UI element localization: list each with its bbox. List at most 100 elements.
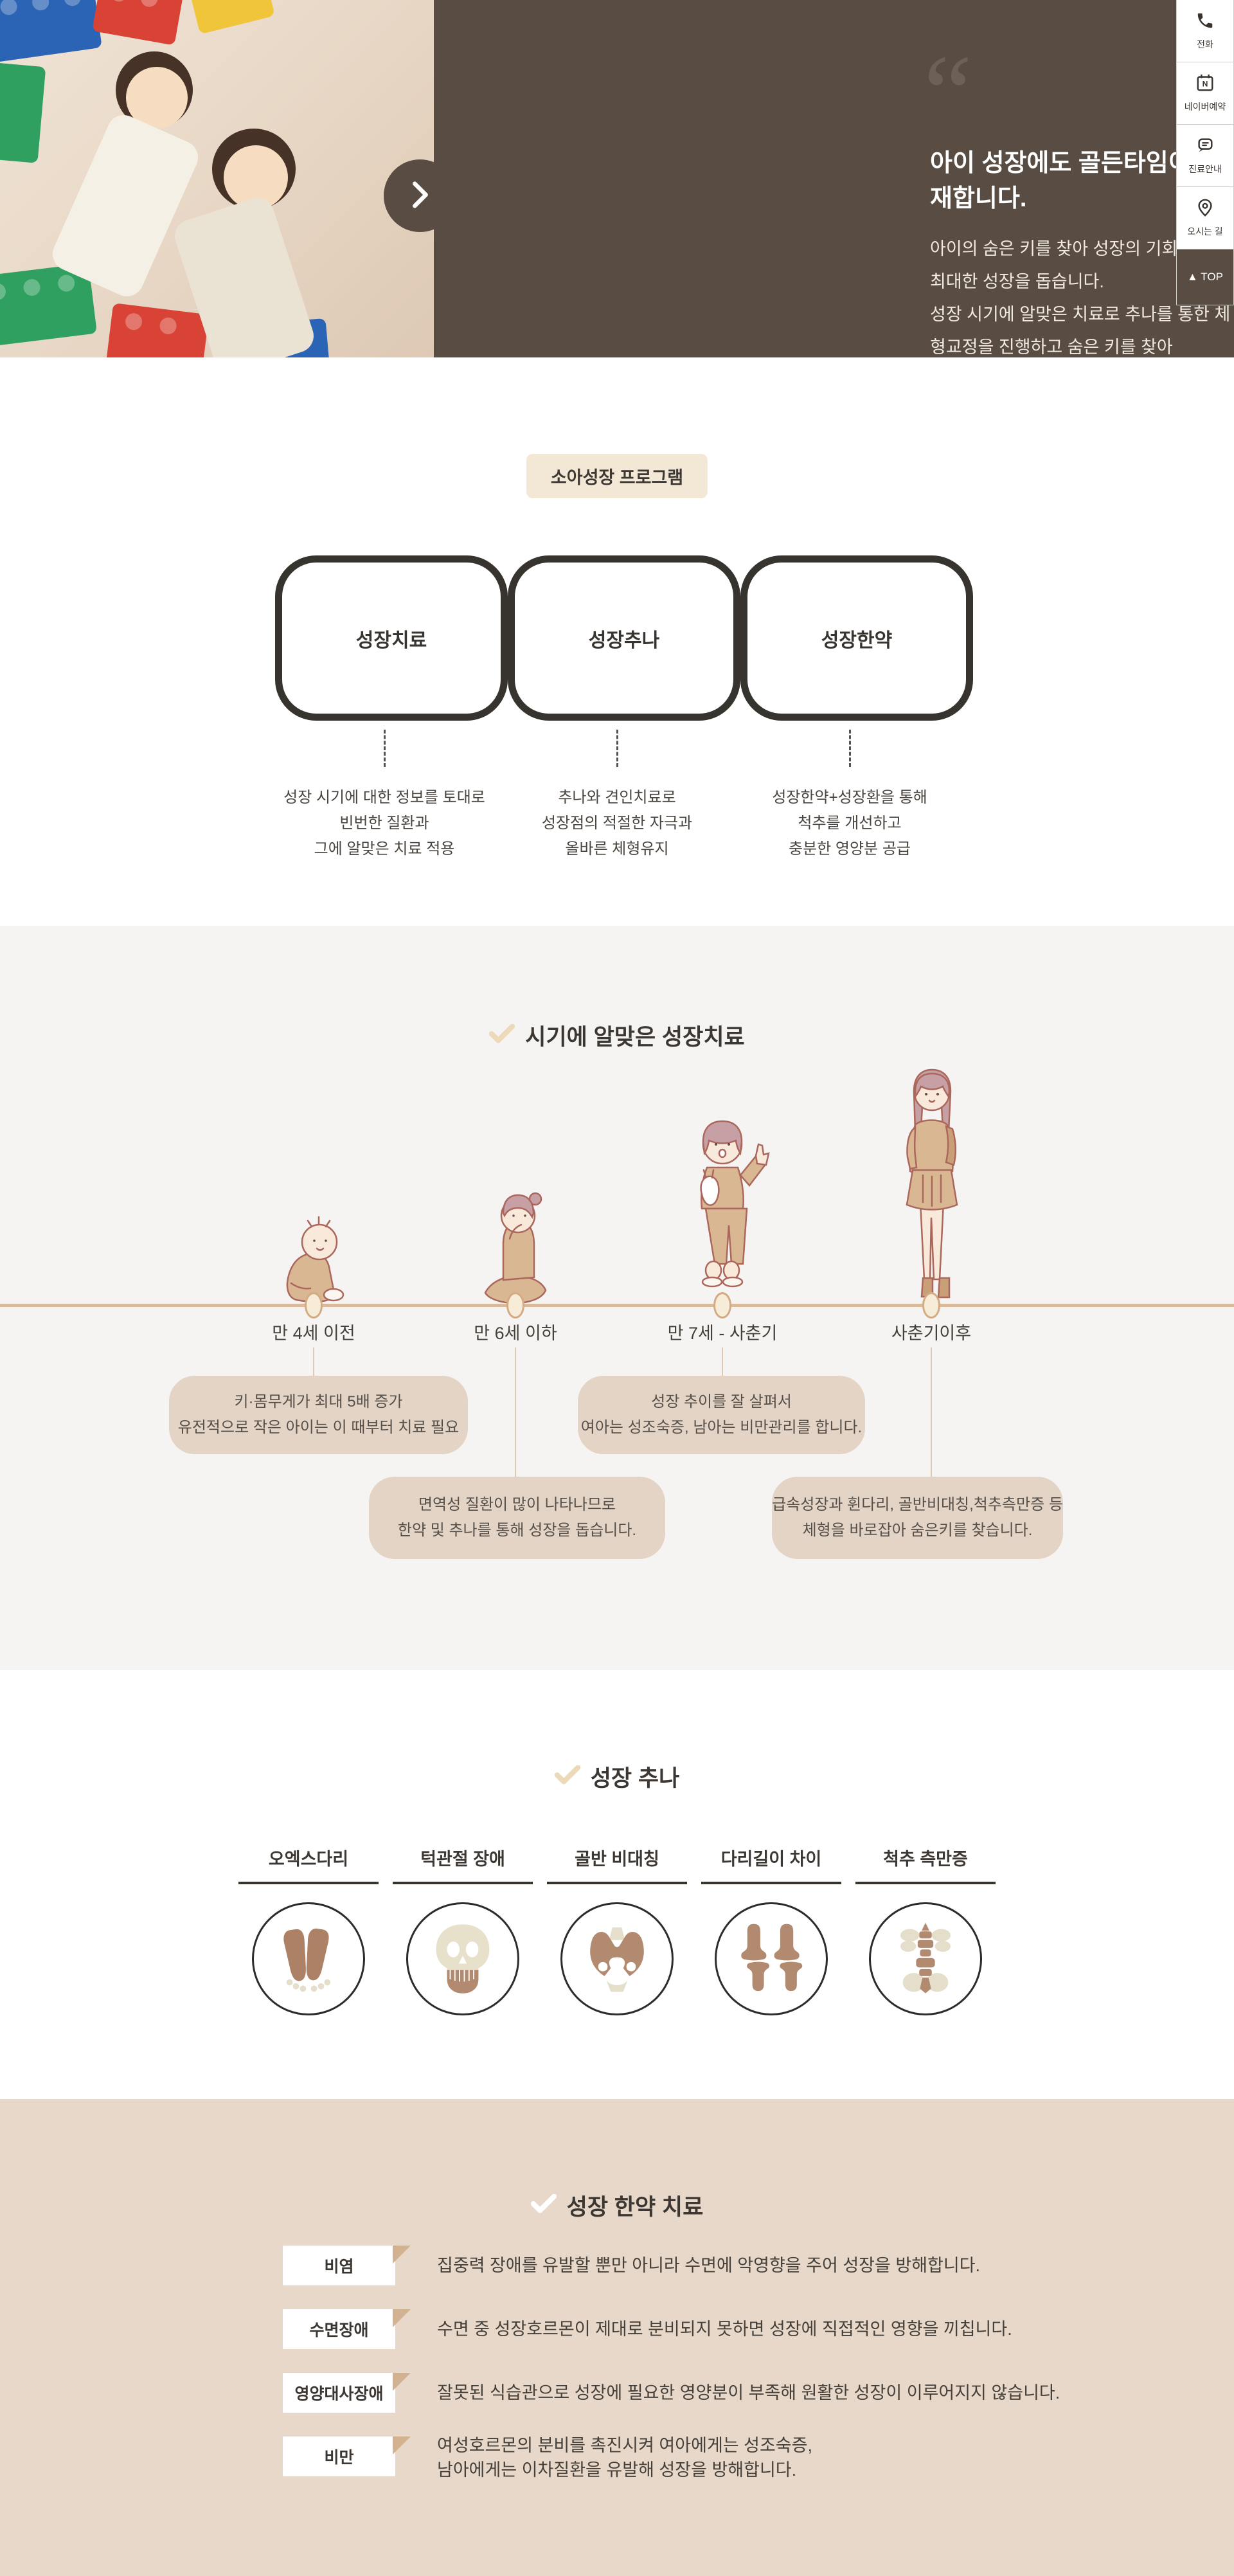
growth-herbal-section: 성장 한약 치료 비염 집중력 장애를 유발할 뿐만 아니라 수면에 악영향을 … xyxy=(0,2099,1234,2576)
herbal-description-line: 집중력 장애를 유발할 뿐만 아니라 수면에 악영향을 주어 성장을 방해합니다… xyxy=(437,2256,981,2275)
hero-text-panel: 광명가득 “ 아이 성장에도 골든타임이 존재합니다. 아이의 숨은 키를 찾아… xyxy=(434,0,1234,422)
toy-block xyxy=(105,303,210,357)
baby-sitting-illustration xyxy=(272,1214,355,1307)
teen-standing-illustration xyxy=(878,1066,984,1307)
timeline-axis xyxy=(0,1304,1234,1307)
quick-menu-label: 네이버예약 xyxy=(1184,102,1226,112)
program-description-line: 성장점의 적절한 자극과 xyxy=(541,815,693,832)
underline-bar xyxy=(393,1882,533,1884)
fold-corner xyxy=(393,2246,411,2264)
quick-menu-item-directions[interactable]: 오시는 길 xyxy=(1177,187,1233,249)
herbal-label-text: 영양대사장애 xyxy=(294,2385,384,2403)
child-face xyxy=(126,67,188,129)
callout-connector xyxy=(515,1347,516,1477)
child-sitting-illustration xyxy=(467,1185,564,1307)
fold-corner xyxy=(393,2309,411,2327)
spine-icon xyxy=(869,1902,982,2015)
herbal-label-text: 수면장애 xyxy=(309,2321,369,2339)
program-badge: 소아성장 프로그램 xyxy=(526,454,708,498)
svg-text:N: N xyxy=(1203,80,1208,89)
chuna-item-label: 척추 측만증 xyxy=(883,1850,968,1869)
toy-block xyxy=(188,0,275,35)
underline-bar xyxy=(238,1882,379,1884)
program-box-title: 성장추나 xyxy=(588,629,660,651)
herbal-label-rhinitis: 비염 xyxy=(283,2246,411,2285)
phone-icon xyxy=(1195,11,1215,32)
callout-line: 유전적으로 작은 아이는 이 때부터 치료 필요 xyxy=(177,1419,460,1436)
program-box-treatment: 성장치료 xyxy=(275,555,508,721)
herbal-description: 집중력 장애를 유발할 뿐만 아니라 수면에 악영향을 주어 성장을 방해합니다… xyxy=(437,2246,980,2285)
callout-line: 면역성 질환이 많이 나타나므로 xyxy=(418,1496,616,1513)
chuna-item-leg-length: 다리길이 차이 xyxy=(694,1845,848,2015)
check-icon xyxy=(489,1023,515,1047)
naver-calendar-icon: N xyxy=(1195,73,1215,95)
chuna-item-scoliosis: 척추 측만증 xyxy=(848,1845,1003,2015)
callout-line: 여아는 성조숙증, 남아는 비만관리를 합니다. xyxy=(580,1419,863,1436)
callout-connector xyxy=(722,1347,723,1376)
underline-bar xyxy=(855,1882,996,1884)
chuna-item-label: 골반 비대칭 xyxy=(575,1850,659,1869)
timeline-node xyxy=(713,1292,731,1319)
callout-line: 성장 추이를 잘 살펴서 xyxy=(651,1393,792,1410)
program-description: 추나와 견인치료로 성장점의 적절한 자극과 올바른 체형유지 xyxy=(476,785,758,862)
chuna-item-label: 턱관절 장애 xyxy=(420,1850,505,1869)
program-description: 성장 시기에 대한 정보를 토대로 빈번한 질환과 그에 알맞은 치료 적용 xyxy=(243,785,526,862)
growth-chuna-section: 성장 추나 오엑스다리 턱관절 장애 xyxy=(0,1670,1234,2099)
underline-bar xyxy=(701,1882,841,1884)
herbal-label-text: 비만 xyxy=(324,2449,354,2467)
toy-block xyxy=(92,0,184,46)
quick-menu-item-phone[interactable]: 전화 xyxy=(1177,0,1233,62)
program-description-line: 올바른 체형유지 xyxy=(565,840,669,858)
map-pin-icon xyxy=(1195,198,1215,219)
program-box-title: 성장치료 xyxy=(355,629,427,651)
callout-line: 급속성장과 휜다리, 골반비대칭,척추측만증 등 xyxy=(772,1496,1063,1513)
program-box-chuna: 성장추나 xyxy=(508,555,740,721)
dashed-connector xyxy=(849,730,851,767)
program-description-line: 추나와 견인치료로 xyxy=(558,789,676,806)
program-description-line: 척추를 개선하고 xyxy=(798,815,902,832)
dashed-connector xyxy=(616,730,618,767)
chevron-right-icon xyxy=(412,181,429,211)
child-standing-illustration xyxy=(665,1111,780,1307)
herbal-description-line: 잘못된 식습관으로 성장에 필요한 영양분이 부족해 원활한 성장이 이루어지지… xyxy=(437,2383,1060,2402)
chuna-item-ox-legs: 오엑스다리 xyxy=(231,1845,386,2015)
underline-bar xyxy=(547,1882,687,1884)
program-box-herbal: 성장한약 xyxy=(740,555,973,721)
callout-line: 한약 및 추나를 통해 성장을 돕습니다. xyxy=(397,1522,637,1539)
hero-description-line: 성장 시기에 알맞은 치료로 추나를 통한 체형교정을 진행하고 숨은 키를 찾… xyxy=(930,305,1231,357)
dashed-connector xyxy=(384,730,386,767)
fold-corner xyxy=(393,2373,411,2391)
child-body xyxy=(47,109,204,302)
timeline-stage-label: 만 7세 - 사춘기 xyxy=(667,1324,778,1343)
hero-title: 아이 성장에도 골든타임이 존재합니다. xyxy=(930,150,1221,212)
toy-block xyxy=(0,62,46,163)
herbal-description: 잘못된 식습관으로 성장에 필요한 영양분이 부족해 원활한 성장이 이루어지지… xyxy=(437,2373,1060,2413)
fold-corner xyxy=(393,2436,411,2454)
herbal-description-line: 여성호르몬의 분비를 촉진시켜 여아에게는 성조숙증, xyxy=(437,2436,812,2455)
program-description-line: 빈번한 질환과 xyxy=(339,815,429,832)
growth-timeline-section: 시기에 알맞은 성장치료 xyxy=(0,926,1234,1670)
herbal-label-sleep-disorder: 수면장애 xyxy=(283,2309,411,2349)
timeline-stage-label: 만 4세 이전 xyxy=(272,1324,355,1343)
herbal-description: 수면 중 성장호르몬이 제대로 분비되지 못하면 성장에 직접적인 영향을 끼칩… xyxy=(437,2309,1012,2349)
check-icon xyxy=(554,1765,580,1788)
chat-bubble-icon xyxy=(1195,136,1215,157)
timeline-node xyxy=(506,1292,524,1319)
chuna-item-label: 다리길이 차이 xyxy=(720,1850,822,1869)
quick-menu-item-clinic-info[interactable]: 진료안내 xyxy=(1177,125,1233,187)
program-description-line: 그에 알맞은 치료 적용 xyxy=(314,840,455,858)
timeline-callout: 급속성장과 휜다리, 골반비대칭,척추측만증 등 체형을 바로잡아 숨은키를 찾… xyxy=(772,1477,1063,1559)
hero-banner: 광명가득 “ 아이 성장에도 골든타임이 존재합니다. 아이의 숨은 키를 찾아… xyxy=(0,0,1234,422)
timeline-stage-label: 만 6세 이하 xyxy=(474,1324,557,1343)
herbal-label-obesity: 비만 xyxy=(283,2436,411,2476)
scroll-to-top-button[interactable]: ▲ TOP xyxy=(1177,249,1233,305)
hero-next-button[interactable] xyxy=(384,159,456,232)
skull-jaw-icon xyxy=(406,1902,519,2015)
quick-menu-item-naver-booking[interactable]: N 네이버예약 xyxy=(1177,62,1233,125)
quote-icon: “ xyxy=(924,33,972,154)
timeline-callout: 성장 추이를 잘 살펴서 여아는 성조숙증, 남아는 비만관리를 합니다. xyxy=(578,1376,865,1454)
chuna-heading: 성장 추나 xyxy=(0,1760,1234,1793)
check-icon-white xyxy=(530,2193,557,2217)
program-section: 소아성장 프로그램 성장치료 성장추나 성장한약 성장 시기에 대한 정보를 토… xyxy=(0,357,1234,926)
timeline-stage-label: 사춘기이후 xyxy=(891,1324,972,1343)
